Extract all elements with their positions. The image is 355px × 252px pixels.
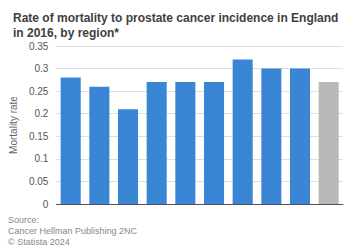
svg-text:0.35: 0.35 — [29, 41, 49, 52]
svg-text:0.15: 0.15 — [29, 131, 49, 142]
svg-text:0.1: 0.1 — [34, 153, 48, 164]
svg-text:in 2016, by region*: in 2016, by region* — [13, 26, 119, 40]
svg-text:0.05: 0.05 — [29, 176, 49, 187]
svg-text:0.3: 0.3 — [34, 63, 48, 74]
svg-text:Mortality rate: Mortality rate — [8, 96, 19, 154]
svg-text:Source:: Source: — [8, 215, 39, 225]
svg-text:Rate of mortality to prostate: Rate of mortality to prostate cancer inc… — [13, 11, 342, 25]
svg-text:Cancer Hellman Publishing 2NC: Cancer Hellman Publishing 2NC — [8, 226, 138, 236]
svg-text:© Statista 2024: © Statista 2024 — [8, 237, 70, 247]
svg-text:0.25: 0.25 — [29, 86, 49, 97]
svg-text:0.2: 0.2 — [34, 108, 48, 119]
svg-text:0: 0 — [43, 199, 49, 210]
